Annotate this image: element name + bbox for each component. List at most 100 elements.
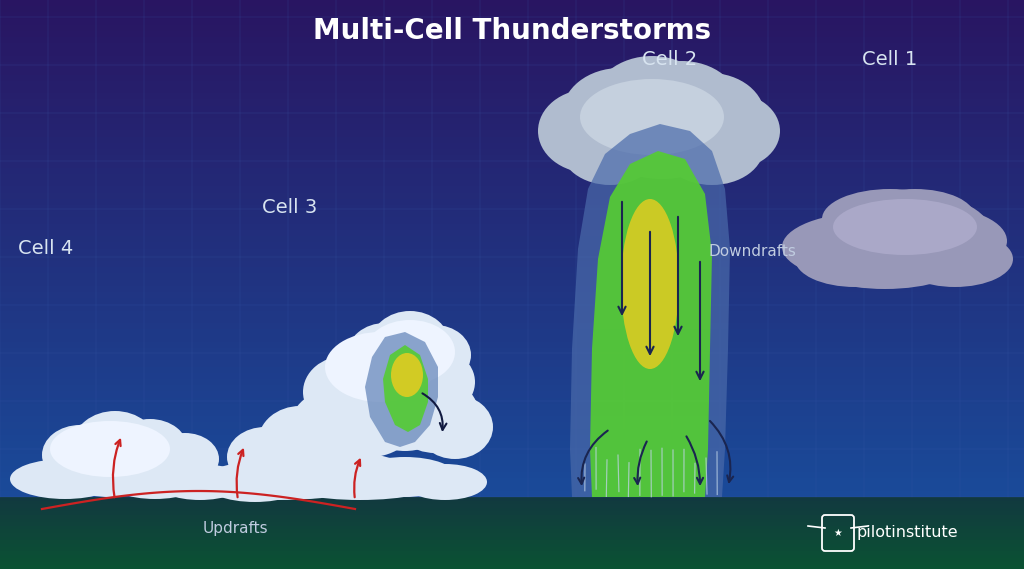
Bar xyxy=(0,304,1024,311)
Bar xyxy=(0,460,1024,466)
Bar xyxy=(0,336,1024,342)
Ellipse shape xyxy=(391,377,479,453)
Ellipse shape xyxy=(624,61,740,153)
Ellipse shape xyxy=(538,89,642,173)
Bar xyxy=(0,149,1024,155)
Ellipse shape xyxy=(805,233,965,289)
FancyArrowPatch shape xyxy=(696,262,703,379)
Bar xyxy=(0,267,1024,273)
Ellipse shape xyxy=(10,459,120,499)
Bar xyxy=(0,192,1024,199)
FancyArrowPatch shape xyxy=(579,431,607,484)
Ellipse shape xyxy=(353,457,457,497)
Bar xyxy=(0,512,1024,515)
Bar xyxy=(0,544,1024,547)
Bar xyxy=(0,273,1024,279)
Ellipse shape xyxy=(580,79,724,155)
Text: Cell 2: Cell 2 xyxy=(642,50,697,68)
Bar xyxy=(0,25,1024,31)
Bar xyxy=(0,217,1024,224)
Bar xyxy=(0,404,1024,410)
Bar xyxy=(0,162,1024,168)
Ellipse shape xyxy=(782,212,962,282)
Bar xyxy=(0,286,1024,292)
Text: Cell 3: Cell 3 xyxy=(262,197,317,216)
Ellipse shape xyxy=(290,389,380,465)
Bar xyxy=(0,205,1024,211)
Bar xyxy=(0,497,1024,501)
Bar xyxy=(0,558,1024,562)
Bar xyxy=(0,479,1024,485)
Text: Cell 4: Cell 4 xyxy=(18,240,74,258)
Bar xyxy=(0,100,1024,106)
Bar xyxy=(0,174,1024,180)
Bar xyxy=(0,366,1024,373)
Bar xyxy=(0,0,1024,6)
Bar xyxy=(0,211,1024,217)
Ellipse shape xyxy=(395,348,475,416)
Bar xyxy=(0,360,1024,366)
Bar xyxy=(0,348,1024,354)
Text: Multi-Cell Thunderstorms: Multi-Cell Thunderstorms xyxy=(313,17,711,45)
Ellipse shape xyxy=(562,68,678,160)
Ellipse shape xyxy=(399,325,471,385)
Bar xyxy=(0,373,1024,379)
Ellipse shape xyxy=(258,406,342,478)
Bar xyxy=(0,249,1024,255)
Bar xyxy=(0,62,1024,68)
Bar xyxy=(0,311,1024,317)
Bar xyxy=(0,279,1024,286)
Bar xyxy=(0,391,1024,398)
Ellipse shape xyxy=(833,199,977,255)
Ellipse shape xyxy=(280,464,440,500)
Polygon shape xyxy=(570,124,730,497)
Bar xyxy=(0,422,1024,428)
Ellipse shape xyxy=(335,341,425,417)
Bar xyxy=(0,292,1024,298)
Bar xyxy=(0,342,1024,348)
Bar xyxy=(0,466,1024,472)
Bar xyxy=(0,317,1024,323)
Bar xyxy=(0,398,1024,404)
Bar xyxy=(0,551,1024,555)
Bar xyxy=(0,31,1024,38)
Bar xyxy=(0,155,1024,162)
Ellipse shape xyxy=(227,427,303,487)
Ellipse shape xyxy=(863,207,1007,275)
Ellipse shape xyxy=(322,377,418,457)
Ellipse shape xyxy=(826,193,990,269)
Bar xyxy=(0,56,1024,62)
Polygon shape xyxy=(383,345,428,432)
Text: Downdrafts: Downdrafts xyxy=(708,244,796,258)
Ellipse shape xyxy=(370,311,450,379)
Ellipse shape xyxy=(347,323,423,387)
Ellipse shape xyxy=(597,99,727,179)
Bar xyxy=(0,504,1024,508)
Bar xyxy=(0,43,1024,50)
Bar xyxy=(0,562,1024,566)
Bar xyxy=(0,522,1024,526)
Bar xyxy=(0,485,1024,491)
Ellipse shape xyxy=(822,189,958,249)
Text: Cell 1: Cell 1 xyxy=(862,50,918,68)
Ellipse shape xyxy=(20,455,200,495)
Bar xyxy=(0,261,1024,267)
Ellipse shape xyxy=(403,464,487,500)
Bar xyxy=(0,180,1024,187)
Bar xyxy=(0,112,1024,118)
Bar xyxy=(0,547,1024,551)
Bar xyxy=(0,137,1024,143)
Ellipse shape xyxy=(365,320,455,384)
Bar xyxy=(0,68,1024,75)
FancyArrowPatch shape xyxy=(423,393,446,430)
Ellipse shape xyxy=(560,109,660,185)
FancyArrowPatch shape xyxy=(634,442,647,484)
Bar xyxy=(0,168,1024,174)
Bar xyxy=(0,242,1024,249)
Ellipse shape xyxy=(203,462,307,502)
Ellipse shape xyxy=(897,231,1013,287)
Bar xyxy=(0,453,1024,460)
Ellipse shape xyxy=(155,464,245,500)
Polygon shape xyxy=(590,151,712,497)
Bar xyxy=(0,526,1024,529)
